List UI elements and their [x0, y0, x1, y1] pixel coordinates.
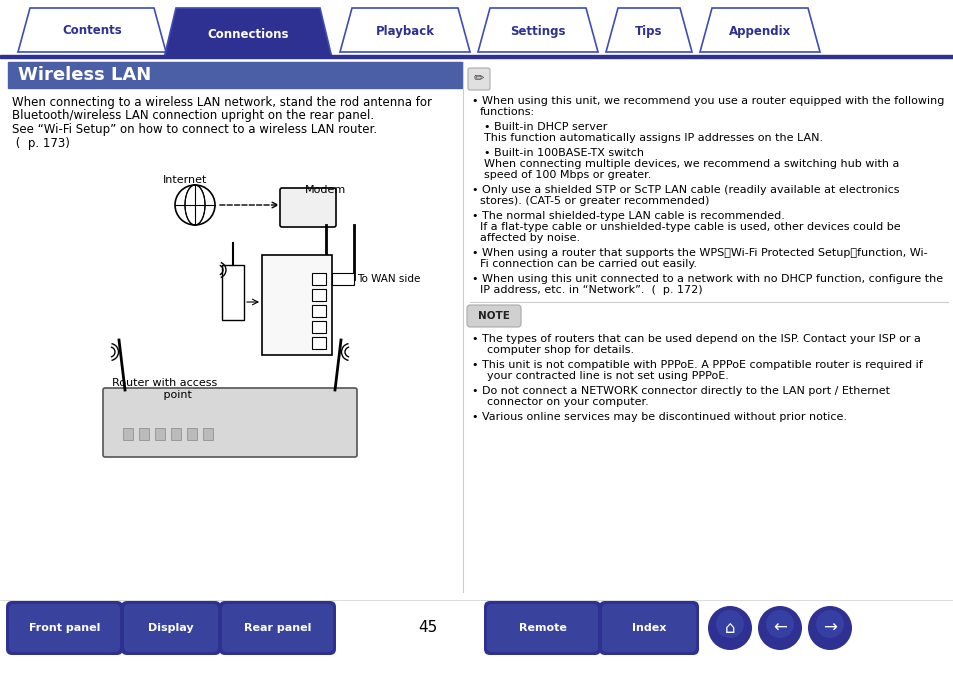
Text: When connecting to a wireless LAN network, stand the rod antenna for: When connecting to a wireless LAN networ…: [12, 96, 432, 109]
Text: stores). (CAT-5 or greater recommended): stores). (CAT-5 or greater recommended): [479, 196, 709, 206]
FancyBboxPatch shape: [468, 68, 490, 90]
Circle shape: [815, 610, 843, 638]
Text: Fi connection can be carried out easily.: Fi connection can be carried out easily.: [479, 259, 697, 269]
Polygon shape: [605, 8, 691, 52]
FancyBboxPatch shape: [280, 188, 335, 227]
FancyBboxPatch shape: [222, 604, 333, 652]
Text: Router with access
       point: Router with access point: [112, 378, 217, 400]
FancyBboxPatch shape: [103, 388, 356, 457]
Bar: [123, 428, 132, 440]
Text: Playback: Playback: [375, 24, 434, 38]
Text: • This unit is not compatible with PPPoE. A PPPoE compatible router is required : • This unit is not compatible with PPPoE…: [472, 360, 922, 370]
Text: See “Wi-Fi Setup” on how to connect to a wireless LAN router.: See “Wi-Fi Setup” on how to connect to a…: [12, 123, 376, 136]
Text: Wireless LAN: Wireless LAN: [18, 66, 152, 84]
Bar: [312, 305, 326, 317]
Circle shape: [758, 606, 801, 650]
Text: computer shop for details.: computer shop for details.: [479, 345, 634, 355]
Polygon shape: [18, 8, 166, 52]
Text: ←: ←: [772, 619, 786, 637]
Text: 45: 45: [418, 621, 437, 635]
Circle shape: [716, 610, 743, 638]
Text: affected by noise.: affected by noise.: [479, 233, 579, 243]
Text: ⌂: ⌂: [724, 619, 735, 637]
Circle shape: [707, 606, 751, 650]
Text: • When using a router that supports the WPS（Wi-Fi Protected Setup）function, Wi-: • When using a router that supports the …: [472, 248, 926, 258]
Text: IP address, etc. in “Network”.  (  p. 172): IP address, etc. in “Network”. ( p. 172): [479, 285, 702, 295]
Text: your contracted line is not set using PPPoE.: your contracted line is not set using PP…: [479, 371, 728, 381]
Text: connector on your computer.: connector on your computer.: [479, 397, 648, 407]
Text: • Various online services may be discontinued without prior notice.: • Various online services may be discont…: [472, 412, 846, 422]
Polygon shape: [477, 8, 598, 52]
FancyBboxPatch shape: [9, 604, 120, 652]
Polygon shape: [339, 8, 470, 52]
Text: Modem: Modem: [305, 185, 346, 195]
Text: functions:: functions:: [479, 107, 535, 117]
Bar: [203, 428, 213, 440]
Text: • The types of routers that can be used depend on the ISP. Contact your ISP or a: • The types of routers that can be used …: [472, 334, 920, 344]
Text: Index: Index: [631, 623, 665, 633]
Text: Contents: Contents: [62, 24, 122, 38]
Circle shape: [765, 610, 793, 638]
Bar: [312, 337, 326, 349]
Text: Tips: Tips: [635, 24, 662, 38]
Text: • Only use a shielded STP or ScTP LAN cable (readily available at electronics: • Only use a shielded STP or ScTP LAN ca…: [472, 185, 899, 195]
Bar: [0, 55, 953, 58]
Text: Rear panel: Rear panel: [244, 623, 311, 633]
Bar: [8, 62, 461, 88]
Text: →: →: [822, 619, 836, 637]
Text: When connecting multiple devices, we recommend a switching hub with a: When connecting multiple devices, we rec…: [483, 159, 899, 169]
Text: To WAN side: To WAN side: [356, 274, 420, 284]
FancyBboxPatch shape: [6, 601, 123, 655]
Circle shape: [807, 606, 851, 650]
Text: (  p. 173): ( p. 173): [12, 137, 70, 149]
Text: NOTE: NOTE: [477, 311, 510, 321]
Text: • Do not connect a NETWORK connector directly to the LAN port / Ethernet: • Do not connect a NETWORK connector dir…: [472, 386, 889, 396]
Text: • When using this unit connected to a network with no DHCP function, configure t: • When using this unit connected to a ne…: [472, 274, 943, 284]
Text: Display: Display: [148, 623, 193, 633]
Bar: [222, 265, 244, 320]
Text: Connections: Connections: [207, 28, 289, 40]
FancyBboxPatch shape: [121, 601, 221, 655]
Bar: [312, 321, 326, 333]
Text: Settings: Settings: [510, 24, 565, 38]
Text: Front panel: Front panel: [29, 623, 100, 633]
Text: • When using this unit, we recommend you use a router equipped with the followin: • When using this unit, we recommend you…: [472, 96, 943, 106]
Text: speed of 100 Mbps or greater.: speed of 100 Mbps or greater.: [483, 170, 651, 180]
Text: Internet: Internet: [163, 175, 207, 185]
FancyBboxPatch shape: [124, 604, 218, 652]
Bar: [312, 273, 326, 285]
Polygon shape: [700, 8, 820, 52]
Text: Bluetooth/wireless LAN connection upright on the rear panel.: Bluetooth/wireless LAN connection uprigh…: [12, 110, 374, 122]
FancyBboxPatch shape: [598, 601, 699, 655]
Polygon shape: [164, 8, 332, 58]
FancyBboxPatch shape: [219, 601, 335, 655]
FancyBboxPatch shape: [467, 305, 520, 327]
Bar: [332, 273, 354, 285]
Text: Remote: Remote: [518, 623, 566, 633]
Text: This function automatically assigns IP addresses on the LAN.: This function automatically assigns IP a…: [483, 133, 822, 143]
Bar: [187, 428, 196, 440]
Bar: [171, 428, 181, 440]
Bar: [139, 428, 149, 440]
Text: • Built-in 100BASE-TX switch: • Built-in 100BASE-TX switch: [483, 148, 643, 158]
Text: ✏: ✏: [474, 73, 484, 85]
Text: Appendix: Appendix: [728, 24, 790, 38]
FancyBboxPatch shape: [483, 601, 600, 655]
Text: • Built-in DHCP server: • Built-in DHCP server: [483, 122, 607, 132]
Text: If a flat-type cable or unshielded-type cable is used, other devices could be: If a flat-type cable or unshielded-type …: [479, 222, 900, 232]
FancyBboxPatch shape: [486, 604, 598, 652]
FancyBboxPatch shape: [601, 604, 696, 652]
Bar: [262, 255, 332, 355]
Bar: [312, 289, 326, 301]
Bar: [154, 428, 165, 440]
Text: • The normal shielded-type LAN cable is recommended.: • The normal shielded-type LAN cable is …: [472, 211, 784, 221]
